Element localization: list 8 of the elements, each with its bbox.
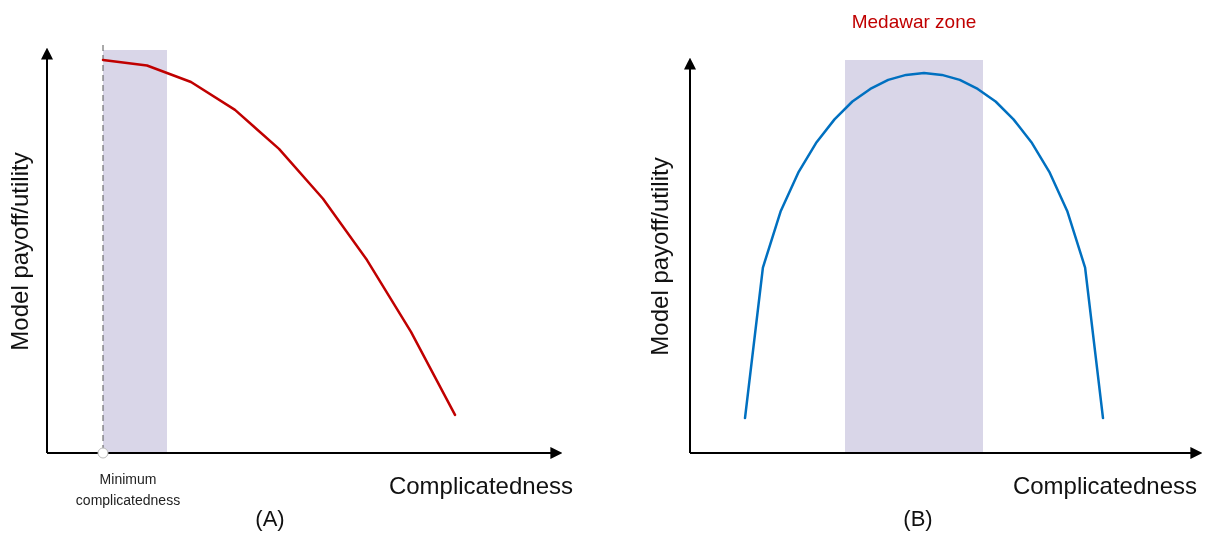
text: Minimum complicatedness (75, 471, 181, 508)
y-axis-title: Model payoff/utility (6, 152, 33, 351)
x-axis-title: Complicatedness (1012, 472, 1197, 499)
text: Medawar zone (851, 11, 977, 32)
text: (B) (903, 506, 933, 531)
text: (A) (255, 506, 285, 531)
y-axis-title: Model payoff/utility (646, 157, 673, 356)
x-axis-title: Complicatedness (388, 472, 573, 499)
